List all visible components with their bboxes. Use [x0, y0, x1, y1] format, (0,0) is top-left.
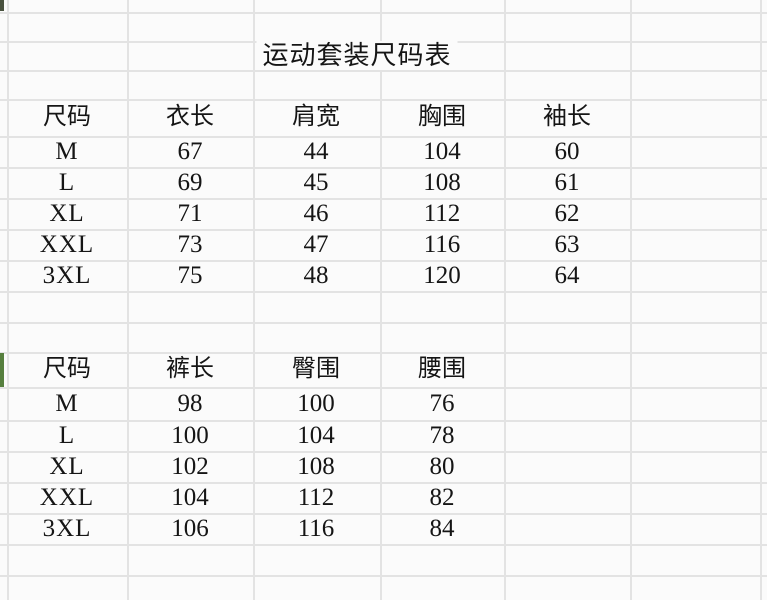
measurement-cell: 106: [171, 515, 209, 542]
measurement-cell: 100: [297, 390, 335, 417]
measurement-cell: 61: [554, 169, 580, 196]
grid-hline: [0, 167, 767, 169]
corner-cell-marker: [0, 0, 4, 11]
header-cell: 衣长: [166, 104, 214, 130]
measurement-cell: 120: [423, 262, 461, 289]
size-label-cell: L: [58, 422, 76, 449]
measurement-cell: 64: [554, 262, 580, 289]
grid-vline: [630, 0, 632, 600]
grid-vline: [380, 0, 382, 600]
size-label-cell: M: [55, 390, 79, 417]
grid-hline: [0, 99, 767, 101]
header-cell: 尺码: [43, 104, 91, 130]
measurement-cell: 98: [177, 390, 203, 417]
measurement-cell: 112: [423, 200, 461, 227]
grid-vline: [7, 0, 9, 600]
measurement-cell: 104: [171, 484, 209, 511]
size-label-cell: XXL: [39, 484, 95, 511]
header-cell: 肩宽: [292, 104, 340, 130]
size-label-cell: M: [55, 138, 79, 165]
grid-hline: [0, 482, 767, 484]
measurement-cell: 102: [171, 453, 209, 480]
measurement-cell: 116: [423, 231, 461, 258]
grid-hline: [0, 544, 767, 546]
measurement-cell: 104: [297, 422, 335, 449]
grid-hline: [0, 352, 767, 354]
measurement-cell: 71: [177, 200, 203, 227]
grid-hline: [0, 70, 767, 72]
green-row-marker: [0, 353, 4, 387]
measurement-cell: 46: [303, 200, 329, 227]
grid-hline: [0, 260, 767, 262]
measurement-cell: 45: [303, 169, 329, 196]
sheet-title: 运动套装尺码表: [256, 41, 458, 70]
measurement-cell: 75: [177, 262, 203, 289]
measurement-cell: 76: [429, 390, 455, 417]
measurement-cell: 73: [177, 231, 203, 258]
grid-vline: [127, 0, 129, 600]
header-cell: 袖长: [543, 104, 591, 130]
measurement-cell: 100: [171, 422, 209, 449]
grid-hline: [0, 136, 767, 138]
grid-hline: [0, 229, 767, 231]
measurement-cell: 82: [429, 484, 455, 511]
grid-hline: [0, 198, 767, 200]
header-cell: 胸围: [418, 104, 466, 130]
measurement-cell: 78: [429, 422, 455, 449]
measurement-cell: 62: [554, 200, 580, 227]
size-label-cell: XL: [49, 453, 85, 480]
measurement-cell: 69: [177, 169, 203, 196]
measurement-cell: 63: [554, 231, 580, 258]
measurement-cell: 48: [303, 262, 329, 289]
measurement-cell: 116: [297, 515, 335, 542]
grid-hline: [0, 451, 767, 453]
measurement-cell: 108: [297, 453, 335, 480]
grid-hline: [0, 322, 767, 324]
grid-hline: [0, 513, 767, 515]
grid-hline: [0, 291, 767, 293]
measurement-cell: 108: [423, 169, 461, 196]
grid-vline: [504, 0, 506, 600]
grid-vline: [760, 0, 762, 600]
grid-vline: [253, 0, 255, 600]
header-cell: 腰围: [418, 356, 466, 382]
size-label-cell: 3XL: [42, 262, 92, 289]
measurement-cell: 60: [554, 138, 580, 165]
size-label-cell: 3XL: [42, 515, 92, 542]
measurement-cell: 84: [429, 515, 455, 542]
measurement-cell: 44: [303, 138, 329, 165]
grid-hline: [0, 420, 767, 422]
header-cell: 裤长: [166, 356, 214, 382]
measurement-cell: 67: [177, 138, 203, 165]
measurement-cell: 80: [429, 453, 455, 480]
measurement-cell: 47: [303, 231, 329, 258]
grid-hline: [0, 12, 767, 14]
measurement-cell: 112: [297, 484, 335, 511]
measurement-cell: 104: [423, 138, 461, 165]
size-label-cell: XL: [49, 200, 85, 227]
grid-hline: [0, 575, 767, 577]
header-cell: 臀围: [292, 356, 340, 382]
grid-hline: [0, 387, 767, 389]
header-cell: 尺码: [43, 356, 91, 382]
size-label-cell: L: [58, 169, 76, 196]
size-label-cell: XXL: [39, 231, 95, 258]
